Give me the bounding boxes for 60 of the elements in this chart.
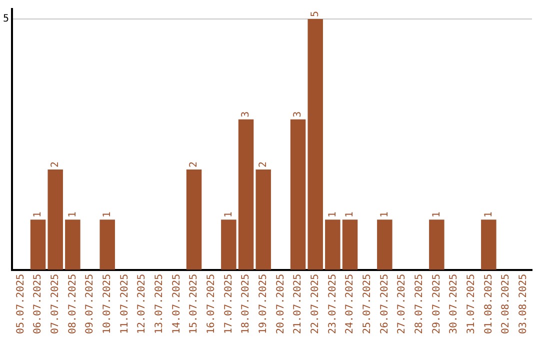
bar (100, 220, 115, 270)
bar (342, 220, 358, 270)
x-tick-label: 24.07.2025 (344, 274, 356, 334)
bar (377, 220, 392, 270)
x-tick-label: 05.07.2025 (15, 274, 26, 334)
data-label: 1 (431, 212, 442, 218)
data-label: 1 (32, 212, 44, 218)
bar (290, 119, 306, 270)
data-label: 1 (344, 212, 356, 218)
x-tick-label: 14.07.2025 (171, 274, 182, 334)
x-tick-label: 28.07.2025 (414, 274, 425, 334)
data-label: 2 (50, 161, 61, 168)
x-tick-label: 16.07.2025 (206, 274, 217, 334)
x-tick-label: 06.07.2025 (32, 274, 44, 334)
x-tick-label: 02.08.2025 (500, 274, 512, 334)
data-label: 2 (188, 161, 200, 168)
bar (48, 169, 63, 270)
data-label: 1 (223, 212, 234, 218)
bar (481, 220, 496, 270)
bar (325, 220, 340, 270)
bar (221, 220, 236, 270)
x-tick-label: 15.07.2025 (188, 274, 200, 334)
x-tick-label: 31.07.2025 (466, 274, 477, 334)
x-tick-label: 10.07.2025 (102, 274, 113, 334)
bar (308, 19, 323, 270)
data-label: 5 (310, 11, 321, 18)
bar (256, 169, 271, 270)
data-label: 1 (327, 212, 338, 218)
x-tick-label: 23.07.2025 (327, 274, 338, 334)
x-tick-label: 17.07.2025 (223, 274, 234, 334)
x-tick-label: 26.07.2025 (379, 274, 390, 334)
x-tick-label: 27.07.2025 (396, 274, 408, 334)
x-tick-label: 18.07.2025 (240, 274, 252, 334)
x-tick-label: 29.07.2025 (431, 274, 442, 334)
x-tick-label: 21.07.2025 (292, 274, 304, 334)
data-label: 3 (292, 111, 304, 118)
x-tick-label: 12.07.2025 (136, 274, 148, 334)
data-label: 1 (483, 212, 494, 218)
x-tick-label: 09.07.2025 (84, 274, 96, 334)
data-label: 3 (240, 111, 252, 118)
bar (429, 220, 444, 270)
data-label: 2 (258, 161, 269, 168)
x-tick-label: 08.07.2025 (67, 274, 78, 334)
x-tick-label: 07.07.2025 (50, 274, 61, 334)
x-tick-label: 01.08.2025 (483, 274, 494, 334)
x-tick-label: 03.08.2025 (518, 274, 529, 334)
x-tick-label: 22.07.2025 (310, 274, 321, 334)
x-tick-label: 19.07.2025 (258, 274, 269, 334)
bar (186, 169, 202, 270)
bar (30, 220, 46, 270)
x-tick-label: 11.07.2025 (119, 274, 130, 334)
bar (238, 119, 254, 270)
x-tick-label: 13.07.2025 (154, 274, 165, 334)
data-label: 1 (379, 212, 390, 218)
x-tick-label: 30.07.2025 (448, 274, 460, 334)
data-label: 1 (102, 212, 113, 218)
x-tick-label: 25.07.2025 (362, 274, 373, 334)
bar (65, 220, 80, 270)
x-tick-label: 20.07.2025 (275, 274, 286, 334)
data-label: 1 (67, 212, 78, 218)
